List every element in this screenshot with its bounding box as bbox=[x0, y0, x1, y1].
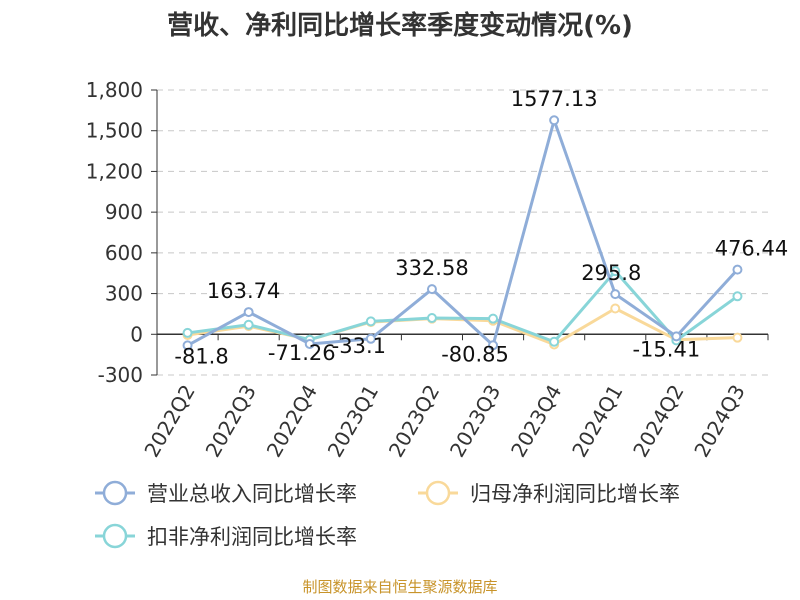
data-label: -81.8 bbox=[174, 344, 228, 368]
legend-swatch-marker bbox=[425, 480, 451, 506]
data-labels: -81.8 163.74 -71.26-33.1 332.58 -80.85 1577.1… bbox=[174, 87, 788, 368]
data-point bbox=[182, 340, 193, 351]
data-point bbox=[365, 333, 376, 344]
x-tick-label: 2024Q3 bbox=[689, 381, 749, 462]
y-tick-label: 1,200 bbox=[86, 159, 143, 183]
legend-label: 归母净利润同比增长率 bbox=[470, 482, 680, 506]
data-point bbox=[610, 266, 621, 277]
y-tick-label: 600 bbox=[105, 241, 143, 265]
y-tick-label: -300 bbox=[98, 363, 143, 387]
y-tick-label: 1,800 bbox=[86, 78, 143, 102]
data-label: 1577.13 bbox=[511, 87, 598, 111]
y-tick-label: 0 bbox=[130, 322, 143, 346]
y-tick-label: 300 bbox=[105, 282, 143, 306]
data-point bbox=[426, 284, 437, 295]
y-tick-label: 1,500 bbox=[86, 119, 143, 143]
series-line bbox=[186, 118, 739, 347]
data-label: 332.58 bbox=[395, 256, 468, 280]
data-point bbox=[732, 332, 743, 343]
data-point bbox=[304, 338, 315, 349]
x-tick-label: 2024Q2 bbox=[628, 381, 688, 462]
legend-swatch-marker bbox=[102, 523, 128, 549]
data-label: 163.74 bbox=[207, 279, 280, 303]
data-point bbox=[610, 303, 621, 314]
data-point bbox=[671, 331, 682, 342]
x-tick-label: 2023Q4 bbox=[506, 381, 566, 462]
data-point bbox=[610, 289, 621, 300]
data-point bbox=[365, 316, 376, 327]
x-tick-label: 2023Q3 bbox=[445, 381, 505, 462]
data-label: -15.41 bbox=[632, 337, 700, 361]
series-lines bbox=[182, 115, 743, 351]
x-tick-label: 2024Q1 bbox=[567, 381, 627, 462]
data-point bbox=[732, 291, 743, 302]
data-point bbox=[549, 115, 560, 126]
data-label: -80.85 bbox=[441, 342, 509, 366]
data-point bbox=[488, 313, 499, 324]
data-point bbox=[426, 313, 437, 323]
x-tick-label: 2023Q1 bbox=[323, 381, 383, 462]
y-tick-label: 900 bbox=[105, 200, 143, 224]
source-footer: 制图数据来自恒生聚源数据库 bbox=[302, 578, 497, 596]
grid-lines bbox=[157, 89, 768, 376]
data-point bbox=[732, 264, 743, 275]
data-label: -33.1 bbox=[332, 334, 386, 358]
data-point bbox=[549, 336, 560, 347]
data-point bbox=[182, 327, 193, 338]
data-label: 295.8 bbox=[581, 261, 641, 285]
data-point bbox=[243, 319, 254, 330]
data-point bbox=[488, 340, 499, 351]
data-point bbox=[243, 307, 254, 318]
x-tick-label: 2022Q4 bbox=[262, 381, 322, 462]
legend-swatch-marker bbox=[102, 480, 128, 506]
x-tick-label: 2022Q2 bbox=[139, 381, 199, 462]
x-tick-label: 2022Q3 bbox=[201, 381, 261, 462]
legend-label: 营业总收入同比增长率 bbox=[147, 482, 357, 506]
legend-label: 扣非净利润同比增长率 bbox=[147, 525, 357, 549]
x-tick-label: 2023Q2 bbox=[384, 381, 444, 462]
chart-title: 营收、净利同比增长率季度变动情况(%) bbox=[167, 10, 633, 41]
data-label: 476.44 bbox=[715, 237, 788, 261]
data-label: -71.26 bbox=[268, 341, 336, 365]
